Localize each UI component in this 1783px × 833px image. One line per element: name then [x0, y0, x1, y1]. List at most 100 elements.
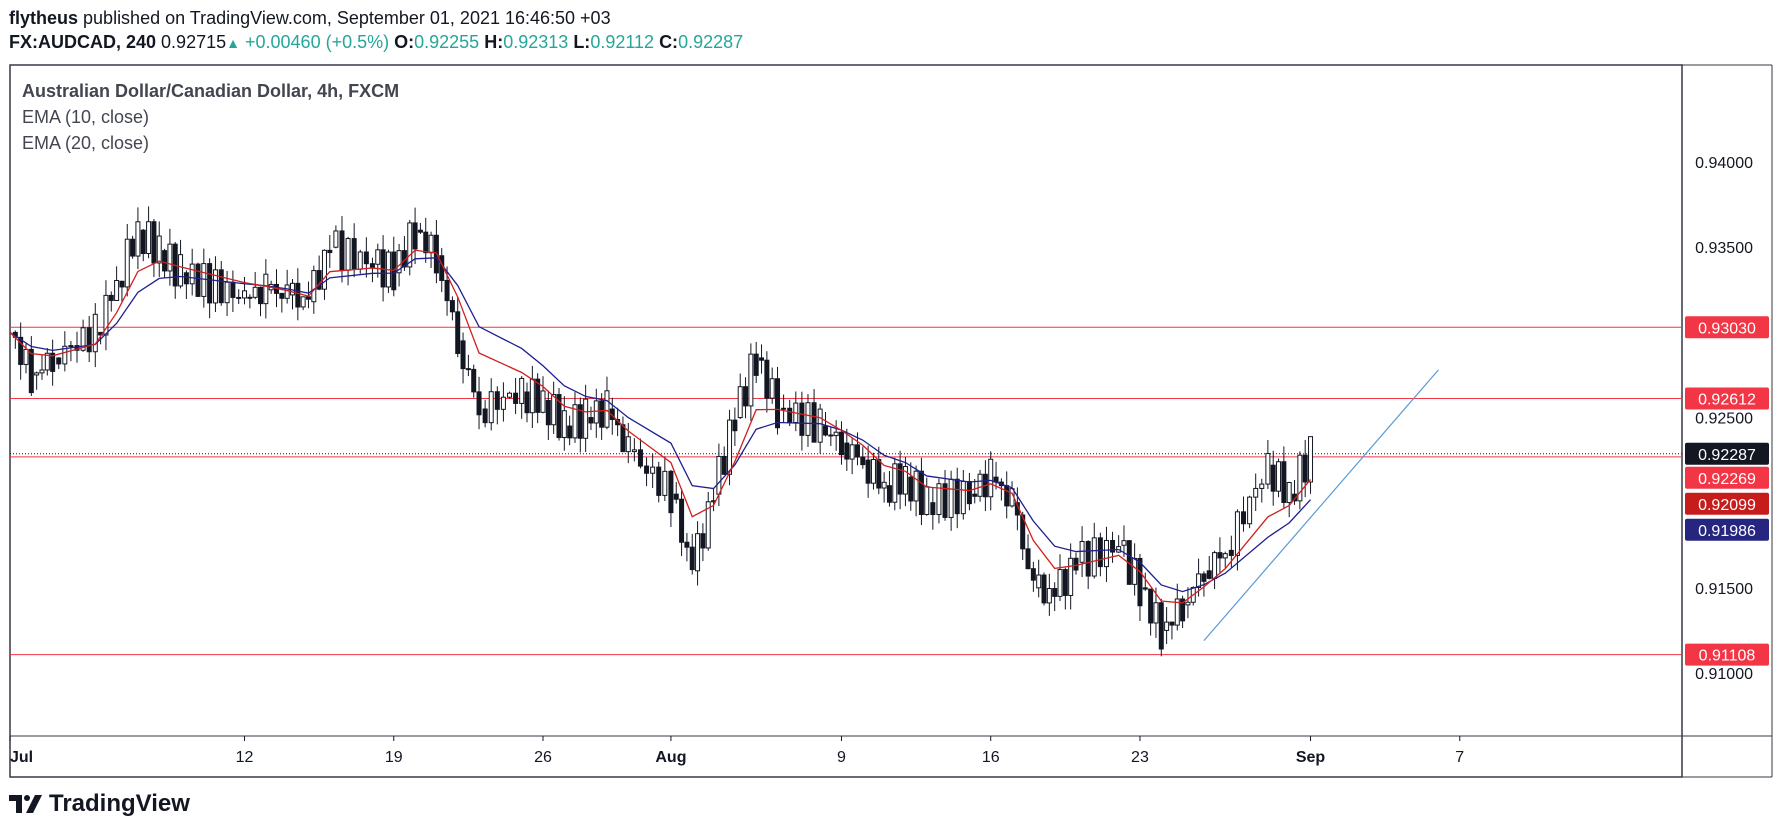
candle-body	[201, 263, 207, 297]
candle	[1085, 540, 1091, 589]
candle-body	[471, 368, 477, 393]
candle	[345, 236, 351, 286]
author-name[interactable]: flytheus	[9, 8, 79, 28]
candle-body	[588, 417, 594, 424]
candle	[620, 416, 626, 453]
candle	[201, 248, 207, 308]
candle	[1253, 473, 1259, 512]
candle	[162, 248, 168, 278]
candle-body	[1025, 548, 1031, 570]
candle-body	[39, 369, 45, 374]
legend-ema10[interactable]: EMA (10, close)	[22, 107, 150, 127]
candle	[252, 272, 258, 300]
candle	[567, 415, 573, 446]
candle-body	[942, 483, 948, 518]
price-tag-label: 0.92099	[1698, 497, 1756, 514]
candle-body	[775, 378, 781, 429]
candle-body	[50, 352, 56, 372]
price-tag-box	[1685, 492, 1769, 515]
candle-body	[918, 470, 924, 516]
candle-body	[524, 391, 530, 414]
brand-name: TradingView	[49, 790, 190, 817]
high-label: H:	[484, 32, 504, 52]
candle-body	[913, 470, 919, 502]
candle	[977, 469, 983, 502]
candle-body	[195, 263, 201, 297]
candle-body	[593, 400, 599, 424]
candle	[551, 381, 557, 434]
candle	[339, 216, 345, 283]
candle	[39, 355, 45, 380]
candle-body	[572, 404, 578, 439]
candle	[333, 225, 339, 249]
candle	[380, 235, 386, 302]
candle	[284, 269, 290, 304]
price-change: +0.00460 (+0.5%)	[245, 32, 390, 52]
candle	[500, 382, 506, 422]
candle	[56, 357, 62, 369]
candle-body	[417, 229, 423, 233]
candle-body	[68, 345, 74, 348]
candle	[860, 446, 866, 469]
candle-body	[263, 273, 269, 305]
candle-body	[423, 231, 429, 254]
candle-body	[1247, 496, 1253, 525]
candle	[412, 207, 418, 265]
candle-body	[1132, 557, 1138, 585]
candle	[1217, 537, 1223, 574]
price-tag-box	[1685, 466, 1769, 489]
candle	[449, 296, 455, 321]
candle	[902, 456, 908, 507]
candle	[34, 371, 40, 390]
symbol: FX:AUDCAD, 240	[9, 32, 157, 52]
candle	[599, 393, 605, 440]
candle-body	[625, 436, 631, 453]
candle	[1265, 439, 1271, 489]
candle	[535, 373, 541, 424]
candle	[375, 243, 381, 278]
candle	[637, 438, 643, 469]
candle-body	[300, 296, 306, 308]
candle-body	[954, 478, 960, 515]
candle-body	[62, 345, 68, 365]
price-tag-box	[1685, 316, 1769, 339]
candle-body	[1185, 601, 1191, 606]
candle-body	[764, 359, 770, 399]
candle-body	[345, 238, 351, 271]
candle	[140, 228, 146, 262]
candle-body	[781, 407, 787, 410]
candle	[540, 376, 546, 414]
candle-body	[854, 444, 860, 458]
open-value: 0.92255	[414, 32, 480, 52]
x-tick-label: Sep	[1296, 749, 1326, 766]
candle-body	[124, 238, 130, 288]
candle	[300, 296, 306, 311]
candle-body	[1110, 539, 1116, 553]
candle	[711, 487, 717, 512]
candle	[1036, 559, 1042, 598]
candle-body	[535, 378, 541, 413]
candle-body	[960, 480, 966, 515]
candle-body	[881, 481, 887, 489]
candle	[577, 397, 583, 453]
candle	[167, 228, 173, 286]
candle	[1041, 572, 1047, 606]
trendline[interactable]	[1203, 369, 1439, 642]
candle-body	[695, 533, 701, 572]
candle-body	[1276, 461, 1282, 492]
candle-body	[189, 263, 195, 285]
candle	[769, 367, 775, 404]
candle-body	[183, 272, 189, 285]
candle-body	[620, 424, 626, 453]
candle	[689, 533, 695, 575]
candle-body	[92, 313, 98, 353]
candle-body	[146, 221, 152, 255]
candle	[662, 456, 668, 501]
candle	[881, 472, 887, 503]
legend-ema20[interactable]: EMA (20, close)	[22, 133, 150, 153]
candle-body	[1057, 569, 1063, 597]
candle	[695, 521, 701, 586]
candle-body	[178, 254, 184, 287]
candle-body	[805, 402, 811, 436]
